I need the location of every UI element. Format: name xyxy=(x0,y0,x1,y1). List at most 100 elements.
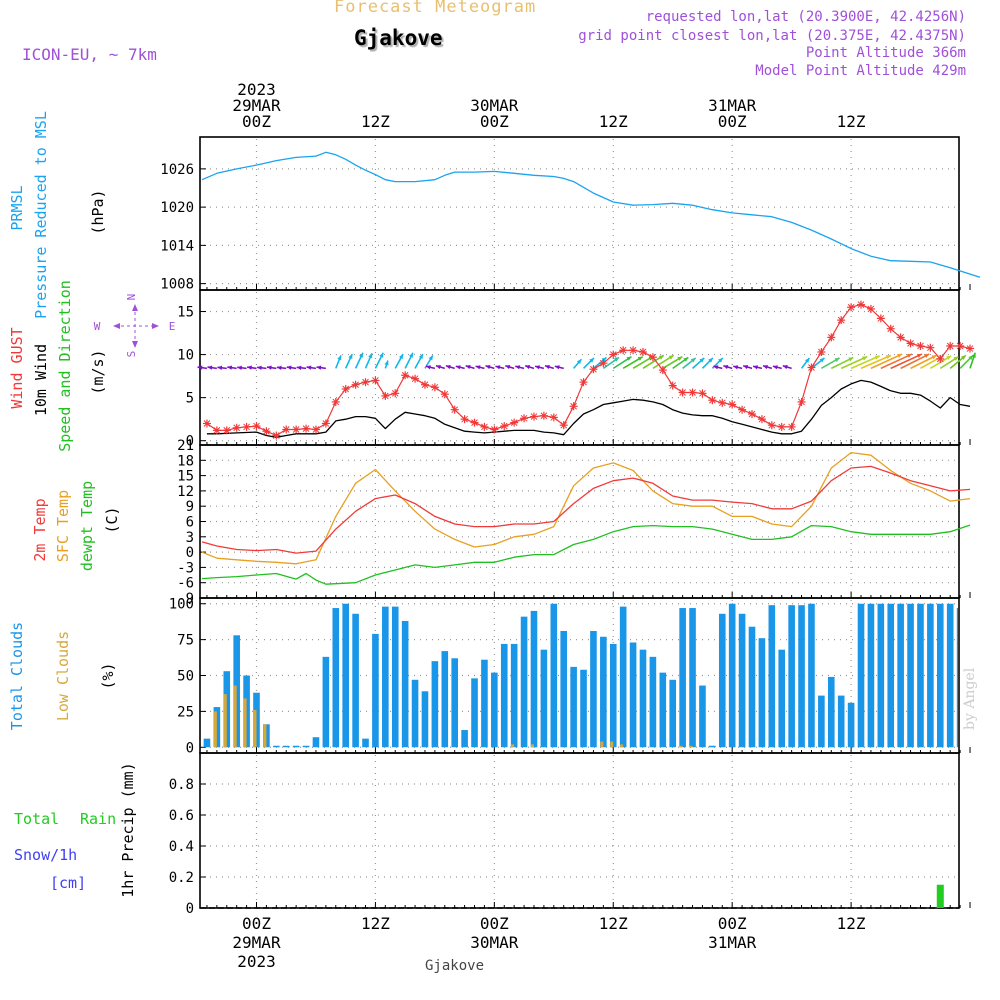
total-clouds-bar xyxy=(580,669,587,748)
wind-direction-arrow xyxy=(247,365,257,370)
low-clouds-bar xyxy=(213,711,217,748)
gust-mark-d2 xyxy=(203,420,211,427)
wind-gust-point xyxy=(559,421,568,430)
y-tick-label: -6 xyxy=(177,576,194,592)
arrow-head xyxy=(690,357,696,363)
arrow-head xyxy=(337,355,342,361)
wind-gust-point xyxy=(361,378,370,387)
wind-gust-point xyxy=(787,422,796,431)
gust-mark-d2 xyxy=(857,301,865,308)
wind-direction-arrow xyxy=(505,364,515,370)
wind-gust-point xyxy=(599,359,608,368)
gust-mark-d2 xyxy=(312,426,320,433)
gust-mark-d2 xyxy=(471,419,478,426)
wind-gust-point xyxy=(331,397,340,406)
precip-label-total: Total xyxy=(14,810,59,828)
dewpoint-line xyxy=(201,524,971,585)
wind-direction-arrow xyxy=(830,356,854,370)
wind-direction-arrow xyxy=(335,355,342,369)
point-altitude: Point Altitude 366m xyxy=(805,45,966,61)
wind-gust-point xyxy=(857,300,866,309)
pressure-unit: (hPa) xyxy=(89,189,107,234)
arrow-shaft xyxy=(850,355,881,370)
wind-direction-arrow xyxy=(256,365,267,370)
pressure-line xyxy=(201,151,981,278)
total-clouds-bar xyxy=(927,603,934,748)
wind-gust-point xyxy=(420,380,429,389)
gust-mark-d2 xyxy=(520,414,528,422)
arrow-head xyxy=(276,365,282,370)
footer-location: Gjakove xyxy=(425,958,485,974)
wind-direction-arrow xyxy=(662,355,683,370)
time-axis-top-label: 12Z xyxy=(361,112,390,131)
arrow-head xyxy=(971,352,976,358)
temp-unit: (C) xyxy=(103,506,121,533)
low-clouds-bar xyxy=(610,741,614,748)
wind-gust-point xyxy=(579,378,588,387)
wind-direction-arrow xyxy=(910,354,937,370)
low-clouds-bar xyxy=(530,744,534,748)
wind-direction-arrow xyxy=(701,357,714,369)
wind-gust-point xyxy=(589,365,598,374)
total-clouds-bar xyxy=(530,610,538,748)
y-tick-label: 10 xyxy=(177,348,194,364)
wind-gust-point xyxy=(966,344,975,353)
gust-mark-d2 xyxy=(669,382,677,389)
gust-mark-d2 xyxy=(917,342,924,350)
wind-gust-point xyxy=(827,333,836,342)
wind-direction-arrow xyxy=(752,365,763,370)
wind-gust-point xyxy=(292,425,301,434)
arrow-head xyxy=(916,353,922,358)
wind-direction-arrow xyxy=(276,365,287,370)
clouds-label-total: Total Clouds xyxy=(8,622,26,730)
wind-gust-point xyxy=(946,341,955,350)
gust-mark-d2 xyxy=(738,406,746,414)
total-clouds-bar xyxy=(282,745,290,748)
wind-direction-arrow xyxy=(820,357,840,370)
wind-direction-arrow xyxy=(414,353,424,369)
wind-direction-arrow xyxy=(404,352,414,369)
wind-gust-point xyxy=(876,314,885,323)
pressure-label-prmsl: PRMSL xyxy=(8,185,26,230)
total-clouds-bar xyxy=(550,603,558,748)
arrow-head xyxy=(257,365,262,370)
total-clouds-bar xyxy=(362,738,369,748)
wind-gust-point xyxy=(411,374,420,383)
arrow-shaft xyxy=(910,354,937,370)
wind-direction-arrow xyxy=(485,364,495,370)
arrow-head xyxy=(316,365,322,370)
wind-gust-point xyxy=(936,354,945,363)
low-clouds-bar xyxy=(253,709,257,748)
arrow-head xyxy=(455,365,461,370)
total-clouds-bar xyxy=(758,638,766,748)
time-axis-bottom-label: 29MAR xyxy=(232,933,281,952)
clouds-label-low: Low Clouds xyxy=(54,631,72,721)
wind-direction-arrow xyxy=(762,364,773,370)
gust-mark-d2 xyxy=(481,423,488,431)
gust-mark-d2 xyxy=(629,346,637,354)
gust-mark-d2 xyxy=(560,421,568,429)
gust-mark-d2 xyxy=(649,353,657,361)
requested-coordinates: requested lon,lat (20.3900E, 42.4256N) xyxy=(645,9,966,25)
arrow-head xyxy=(782,364,788,370)
wind-gust-point xyxy=(708,396,717,405)
total-clouds-bar xyxy=(818,695,825,748)
gust-mark-d2 xyxy=(530,413,538,420)
arrow-head xyxy=(718,357,723,363)
wind-direction-arrow xyxy=(733,365,743,370)
arrow-head xyxy=(733,365,739,370)
total-clouds-bar xyxy=(659,672,667,748)
y-tick-label: 15 xyxy=(177,469,194,485)
time-axis-bottom-label: 2023 xyxy=(237,952,276,971)
wind-direction-arrow xyxy=(554,365,564,370)
gust-mark-d2 xyxy=(659,366,667,374)
arrow-head xyxy=(743,364,749,370)
gust-mark-d2 xyxy=(946,342,954,350)
arrow-head xyxy=(525,364,531,370)
temp-label-dewpt: dewpt Temp xyxy=(78,481,96,571)
total-clouds-bar xyxy=(847,702,855,748)
wind-direction-arrow xyxy=(266,365,277,370)
wind-gust-point xyxy=(311,425,320,434)
arrow-head xyxy=(379,352,384,358)
